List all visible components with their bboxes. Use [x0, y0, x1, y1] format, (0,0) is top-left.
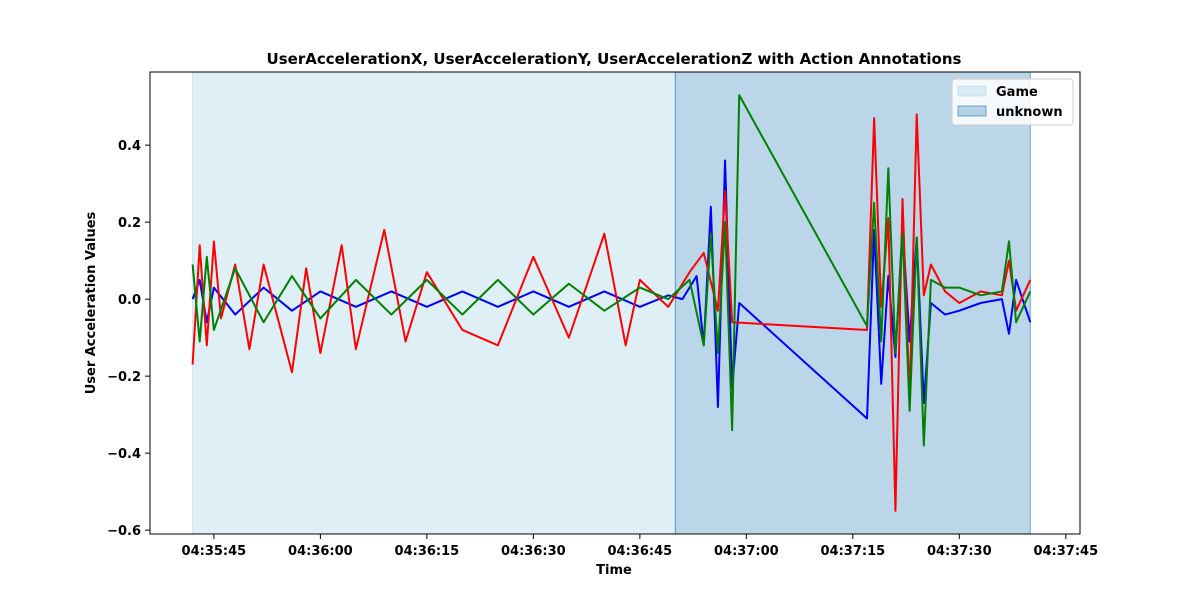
x-tick-label: 04:37:15 [820, 544, 885, 559]
plot-frame [149, 71, 1081, 535]
legend-swatch-unknown [957, 105, 987, 117]
y-tick-label: 0.0 [118, 293, 141, 308]
legend-label-game: Game [996, 85, 1038, 100]
y-axis: 0.4 0.2 0.0 −0.2 −0.4 −0.6 [107, 139, 150, 539]
x-tick-label: 04:37:30 [927, 544, 992, 559]
legend-label-unknown: unknown [996, 105, 1063, 120]
x-tick-label: 04:37:45 [1033, 544, 1098, 559]
x-axis-title: Time [596, 563, 632, 578]
x-tick-label: 04:36:00 [288, 544, 353, 559]
legend: Game unknown [951, 78, 1074, 126]
x-tick-label: 04:36:30 [501, 544, 566, 559]
series-line-3 [191, 94, 1032, 447]
x-tick-label: 04:35:45 [182, 544, 247, 559]
legend-box [951, 78, 1074, 126]
y-tick-label: −0.6 [107, 524, 141, 539]
y-tick-label: 0.4 [118, 139, 141, 154]
legend-swatch-game [957, 85, 987, 97]
x-tick-label: 04:37:00 [714, 544, 779, 559]
chart-title: UserAccelerationX, UserAccelerationY, Us… [267, 50, 962, 68]
series-lines [191, 94, 1032, 512]
x-tick-label: 04:36:15 [395, 544, 460, 559]
y-axis-title: User Acceleration Values [84, 211, 99, 394]
x-tick-label: 04:36:45 [608, 544, 673, 559]
y-tick-label: −0.4 [107, 447, 141, 462]
y-tick-label: 0.2 [118, 216, 141, 231]
y-tick-label: −0.2 [107, 370, 141, 385]
x-axis: 04:35:45 04:36:00 04:36:15 04:36:30 04:36:45… [182, 534, 1098, 559]
